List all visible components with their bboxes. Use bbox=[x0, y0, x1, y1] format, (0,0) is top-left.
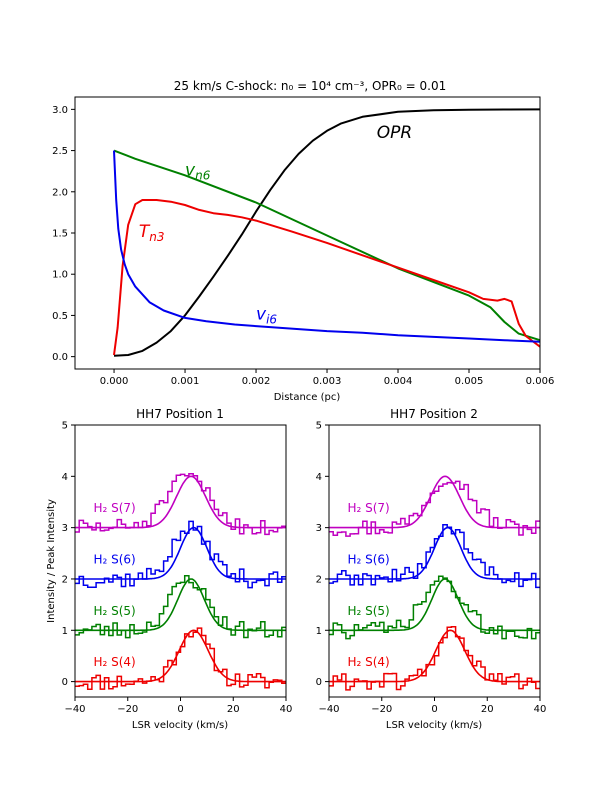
left-chart: HH7 Position 1 −40 −20 0 20 40 0 1 2 3 4 5 LSR ve… bbox=[46, 407, 292, 731]
top-x-tick-label: 0.000 bbox=[100, 376, 129, 387]
top-x-tick-label: 0.004 bbox=[384, 376, 413, 387]
right-x-axis-label: LSR velocity (km/s) bbox=[386, 720, 482, 731]
right-y-tick-label: 5 bbox=[316, 421, 322, 432]
left-x-tick-label: 20 bbox=[227, 704, 240, 715]
series-label: H₂ S(5) bbox=[347, 604, 389, 618]
model-profile-H₂ S(4) bbox=[329, 629, 540, 683]
left-x-axis-label: LSR velocity (km/s) bbox=[132, 720, 228, 731]
top-y-tick-label: 2.0 bbox=[52, 187, 68, 198]
right-chart: HH7 Position 2 −40 −20 0 20 40 0 1 2 3 4 5 LSR ve… bbox=[316, 407, 547, 731]
right-x-tick-label: 40 bbox=[534, 704, 547, 715]
series-line-vn6 bbox=[113, 149, 541, 342]
left-y-tick-label: 2 bbox=[62, 574, 68, 585]
series-label: H₂ S(7) bbox=[347, 501, 389, 515]
series-label: H₂ S(4) bbox=[93, 655, 135, 669]
top-y-tick-label: 3.0 bbox=[52, 105, 68, 116]
series-line-vi6 bbox=[113, 150, 541, 343]
left-y-tick-label: 1 bbox=[62, 626, 68, 637]
right-x-tick-label: −20 bbox=[371, 704, 392, 715]
top-y-tick-label: 1.5 bbox=[52, 229, 68, 240]
model-profile-H₂ S(4) bbox=[75, 629, 286, 683]
left-x-tick-label: 0 bbox=[177, 704, 183, 715]
series-label: H₂ S(6) bbox=[347, 553, 389, 567]
top-x-tick-label: 0.006 bbox=[526, 376, 555, 387]
model-profile-H₂ S(6) bbox=[329, 526, 540, 580]
top-y-tick-label: 0.5 bbox=[52, 311, 68, 322]
right-x-tick-label: 20 bbox=[481, 704, 494, 715]
annotation-vn6: vn6 bbox=[185, 160, 211, 182]
model-profile-H₂ S(7) bbox=[75, 475, 286, 529]
right-x-tick-label: 0 bbox=[431, 704, 437, 715]
annotation-vi6: vi6 bbox=[256, 305, 277, 327]
top-y-ticks: 0.0 0.5 1.0 1.5 2.0 2.5 3.0 bbox=[52, 105, 75, 363]
right-y-tick-label: 0 bbox=[316, 677, 322, 688]
left-series-labels: H₂ S(4) H₂ S(5) H₂ S(6) H₂ S(7) bbox=[93, 501, 135, 669]
right-plot-area bbox=[329, 475, 540, 691]
left-x-tick-label: 40 bbox=[280, 704, 293, 715]
model-profile-H₂ S(6) bbox=[75, 526, 286, 580]
observed-spectrum-H₂ S(6) bbox=[75, 520, 286, 589]
left-y-axis-label: Intensity / Peak Intensity bbox=[46, 499, 57, 623]
left-x-tick-label: −40 bbox=[64, 704, 85, 715]
top-y-tick-label: 1.0 bbox=[52, 270, 68, 281]
right-chart-title: HH7 Position 2 bbox=[390, 407, 478, 421]
series-line-OPR bbox=[113, 108, 541, 357]
series-label: H₂ S(6) bbox=[93, 553, 135, 567]
left-y-ticks: 0 1 2 3 4 5 bbox=[62, 421, 75, 688]
top-x-tick-label: 0.003 bbox=[313, 376, 342, 387]
left-y-tick-label: 4 bbox=[62, 472, 68, 483]
left-chart-title: HH7 Position 1 bbox=[136, 407, 224, 421]
right-y-tick-label: 3 bbox=[316, 523, 322, 534]
observed-spectrum-H₂ S(6) bbox=[329, 524, 540, 589]
left-y-tick-label: 5 bbox=[62, 421, 68, 432]
annotation-Tn3: Tn3 bbox=[139, 222, 165, 244]
series-label: H₂ S(5) bbox=[93, 604, 135, 618]
left-y-tick-label: 3 bbox=[62, 523, 68, 534]
top-y-tick-label: 2.5 bbox=[52, 146, 68, 157]
left-x-ticks: −40 −20 0 20 40 bbox=[64, 697, 292, 715]
right-y-tick-label: 1 bbox=[316, 626, 322, 637]
top-y-tick-label: 0.0 bbox=[52, 352, 68, 363]
model-profile-H₂ S(7) bbox=[329, 475, 540, 529]
model-profile-H₂ S(5) bbox=[329, 578, 540, 632]
series-label: H₂ S(7) bbox=[93, 501, 135, 515]
observed-spectrum-H₂ S(5) bbox=[75, 575, 286, 639]
model-profile-H₂ S(5) bbox=[75, 578, 286, 632]
top-x-ticks: 0.000 0.001 0.002 0.003 0.004 0.005 0.006 bbox=[100, 369, 555, 387]
left-x-tick-label: −20 bbox=[117, 704, 138, 715]
top-chart-title: 25 km/s C-shock: n₀ = 10⁴ cm⁻³, OPR₀ = 0… bbox=[174, 79, 446, 93]
observed-spectrum-H₂ S(5) bbox=[329, 575, 540, 640]
top-chart: 25 km/s C-shock: n₀ = 10⁴ cm⁻³, OPR₀ = 0… bbox=[52, 79, 554, 403]
left-y-tick-label: 0 bbox=[62, 677, 68, 688]
top-x-axis-label: Distance (pc) bbox=[274, 392, 341, 403]
top-x-tick-label: 0.005 bbox=[455, 376, 484, 387]
right-series-labels: H₂ S(4) H₂ S(5) H₂ S(6) H₂ S(7) bbox=[347, 501, 389, 669]
right-y-tick-label: 2 bbox=[316, 574, 322, 585]
right-x-ticks: −40 −20 0 20 40 bbox=[318, 697, 546, 715]
top-x-tick-label: 0.002 bbox=[242, 376, 271, 387]
series-line-Tn3 bbox=[113, 199, 541, 356]
top-plot-area bbox=[113, 108, 541, 357]
right-x-tick-label: −40 bbox=[318, 704, 339, 715]
right-y-tick-label: 4 bbox=[316, 472, 322, 483]
top-x-tick-label: 0.001 bbox=[171, 376, 200, 387]
top-annotations: OPR vn6 Tn3 vi6 bbox=[139, 123, 412, 326]
annotation-OPR: OPR bbox=[377, 123, 412, 143]
series-label: H₂ S(4) bbox=[347, 655, 389, 669]
left-plot-area bbox=[75, 473, 286, 690]
right-y-ticks: 0 1 2 3 4 5 bbox=[316, 421, 329, 688]
